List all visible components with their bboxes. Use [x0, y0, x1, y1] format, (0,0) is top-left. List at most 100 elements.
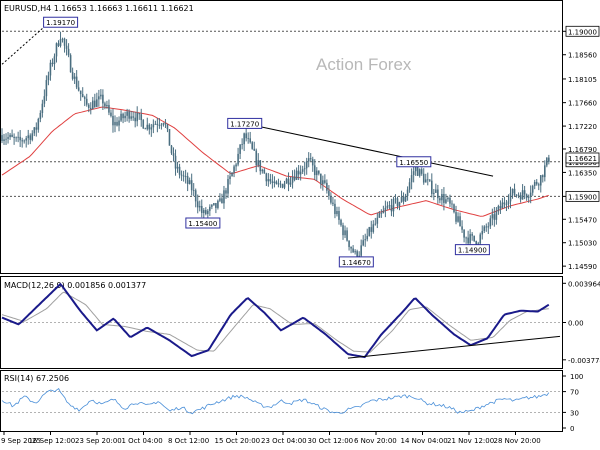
macd-trendline	[347, 335, 561, 359]
time-tick-label: 1 Oct 04:00	[122, 437, 163, 445]
candle-body	[499, 206, 502, 209]
candle-body	[285, 178, 288, 184]
candle-body	[112, 115, 114, 126]
level-annotation-label: 1.14670	[342, 259, 371, 267]
candle-body	[348, 240, 350, 247]
candle-body	[73, 76, 76, 79]
time-tick-label: 28 Nov 20:00	[494, 437, 541, 445]
candle-body	[471, 234, 473, 236]
candle-body	[87, 104, 90, 108]
candle-body	[410, 175, 413, 183]
rsi-tick-label: 100	[570, 373, 583, 381]
candle-body	[81, 94, 84, 98]
candle-body	[443, 194, 445, 203]
candle-body	[122, 113, 124, 119]
candle-body	[354, 251, 356, 253]
candle-body	[85, 98, 88, 105]
macd-line	[1, 282, 550, 359]
candle-body	[57, 43, 60, 46]
candle-body	[180, 174, 183, 176]
candle-body	[324, 180, 326, 183]
candle-body	[535, 181, 538, 185]
candle-body	[360, 245, 362, 256]
candle-body	[267, 179, 270, 182]
candle-body	[35, 127, 38, 130]
candle-body	[27, 135, 30, 139]
candle-body	[311, 159, 314, 166]
candle-body	[431, 180, 433, 194]
candle-body	[368, 227, 371, 236]
candle-body	[13, 136, 15, 138]
candle-body	[295, 170, 298, 180]
candle-body	[451, 203, 453, 205]
candle-body	[182, 175, 185, 177]
candle-body	[132, 116, 134, 118]
candle-body	[428, 179, 431, 181]
candle-body	[19, 136, 21, 141]
candle-body	[142, 120, 145, 129]
level-annotation-label: 1.16550	[399, 159, 428, 167]
candle-body	[307, 158, 310, 162]
level-annotation-label: 1.17270	[230, 120, 259, 128]
candle-body	[475, 241, 477, 247]
price-tick-label: 1.17660	[568, 100, 597, 108]
candle-body	[229, 176, 231, 180]
candle-body	[33, 127, 36, 134]
candle-body	[318, 170, 320, 174]
candle-body	[200, 205, 203, 214]
candle-body	[277, 183, 280, 185]
candle-body	[164, 123, 167, 125]
macd-tick-label: -0.003774	[568, 357, 600, 365]
candle-body	[507, 201, 510, 205]
level-annotation-box	[227, 117, 263, 129]
candle-body	[418, 169, 421, 176]
candle-body	[67, 48, 70, 56]
candle-body	[463, 229, 465, 238]
rsi-tick-label: 0	[570, 425, 574, 433]
candle-body	[340, 219, 342, 226]
candle-body	[275, 181, 278, 185]
rsi-label: RSI(14) 67.2506	[4, 374, 69, 383]
candle-body	[322, 180, 324, 185]
candle-body	[138, 113, 141, 115]
candle-body	[205, 210, 207, 214]
candle-body	[215, 203, 217, 208]
candle-body	[194, 190, 197, 202]
macd-tick-label: 0.00	[568, 320, 584, 328]
candle-body	[459, 216, 461, 227]
candle-body	[313, 165, 316, 176]
candle-body	[350, 246, 352, 249]
price-tick-label: 1.17220	[568, 123, 597, 131]
level-annotation-box	[454, 244, 490, 256]
rsi-line	[1, 388, 550, 415]
candle-body	[243, 133, 245, 145]
candle-body	[529, 192, 532, 197]
candle-body	[51, 62, 54, 65]
price-tick-label: 1.15030	[568, 240, 597, 248]
candle-body	[237, 153, 239, 165]
candle-body	[461, 226, 463, 230]
candle-body	[424, 179, 427, 183]
candle-body	[108, 104, 110, 113]
candle-body	[539, 175, 542, 186]
candle-body	[388, 205, 391, 207]
price-tick-label: 1.14590	[568, 263, 597, 271]
price-tick-label: 1.18105	[568, 76, 597, 84]
candle-body	[158, 124, 161, 126]
candle-body	[362, 240, 364, 246]
candle-body	[43, 96, 46, 104]
candle-body	[223, 190, 225, 204]
candle-body	[174, 155, 177, 169]
candle-body	[25, 138, 28, 141]
candle-body	[65, 45, 68, 49]
candle-body	[509, 193, 512, 202]
rsi-tick-label: 30	[570, 409, 579, 417]
candle-body	[269, 179, 272, 182]
candle-body	[110, 112, 112, 116]
candle-body	[192, 190, 195, 191]
candle-body	[374, 223, 377, 225]
candle-body	[63, 38, 66, 46]
candle-body	[447, 197, 449, 200]
candle-body	[338, 210, 340, 220]
